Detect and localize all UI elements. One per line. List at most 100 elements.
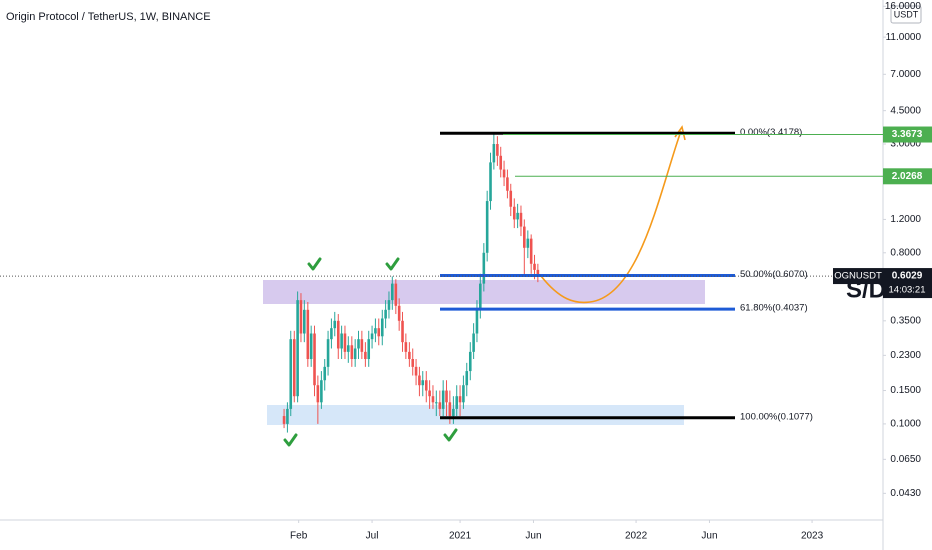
y-tick-label: 0.0430	[890, 488, 921, 499]
candle-body	[492, 144, 496, 163]
candle-body	[397, 305, 401, 321]
check-mark	[307, 257, 322, 271]
candle-body	[489, 162, 492, 202]
currency: USDT	[894, 9, 919, 19]
candle-body	[529, 238, 533, 264]
candle-body	[418, 375, 421, 386]
candle-body	[306, 309, 310, 360]
y-tick-label: 0.3500	[890, 315, 921, 326]
y-tick-label: 4.5000	[890, 105, 921, 116]
candle-body	[350, 345, 354, 360]
candle-body	[330, 328, 333, 340]
candle-body	[377, 328, 381, 337]
candle-body	[336, 320, 340, 349]
candle-body	[313, 333, 316, 386]
x-tick-label: Feb	[290, 531, 308, 542]
candle-body	[303, 309, 306, 334]
y-tick-label: 0.8000	[890, 247, 921, 258]
candle-body	[462, 385, 465, 403]
candle-body	[448, 402, 452, 417]
candle-body	[421, 380, 425, 386]
check-marks	[283, 257, 458, 447]
candle-body	[360, 339, 364, 352]
projection-curve	[540, 130, 682, 304]
chart-title: Origin Protocol / TetherUS, 1W, BINANCE	[6, 11, 211, 23]
x-tick-label: 2021	[449, 531, 472, 542]
currency-box[interactable]	[890, 5, 922, 24]
y-tick-label: 1.2000	[890, 214, 921, 225]
candle-body	[479, 283, 482, 310]
price-line-label: 2.0268	[892, 171, 923, 182]
candle-body	[438, 402, 442, 409]
candle-body	[357, 339, 360, 349]
candle-body	[509, 190, 513, 207]
candle-body	[502, 169, 506, 178]
candle-body	[408, 351, 411, 360]
candle-body	[452, 408, 455, 417]
candle-body	[380, 318, 384, 337]
symbol-label: OGNUSDT	[834, 271, 882, 282]
y-tick-label: 3.0000	[890, 139, 921, 150]
y-tick-label: 7.0000	[890, 69, 921, 80]
candle-body	[435, 402, 438, 404]
candle-body	[404, 342, 408, 352]
candle-body	[458, 396, 462, 403]
candle-body	[289, 339, 293, 409]
candle-body	[326, 339, 330, 367]
candle-body	[519, 212, 523, 227]
candle-body	[292, 339, 296, 397]
x-tick-label: Jun	[701, 531, 717, 542]
price-line-label-box	[883, 168, 932, 185]
x-tick-label: 2022	[625, 531, 648, 542]
candle-body	[512, 206, 516, 220]
fib-label: 50.00%(0.6070)	[740, 269, 808, 280]
candle-body	[499, 155, 503, 170]
price-line-label: 3.3673	[892, 129, 923, 140]
candle-body	[353, 348, 357, 360]
candle-body	[343, 333, 347, 352]
symbol-label-box	[833, 268, 883, 285]
y-tick-label: 0.2300	[890, 350, 921, 361]
y-tick-label: 16.0000	[885, 1, 922, 12]
current-price-label: 0.6029	[892, 271, 923, 282]
x-tick-label: Jul	[366, 531, 379, 542]
check-mark	[283, 433, 298, 447]
candle-body	[384, 309, 387, 319]
candle-body	[431, 396, 435, 403]
fib-label: 100.00%(0.1077)	[740, 411, 813, 422]
candle-body	[414, 366, 418, 376]
candle-body	[468, 351, 472, 372]
candle-body	[526, 238, 530, 248]
candle-body	[367, 339, 371, 360]
price-line-label-box	[883, 126, 932, 143]
candle-body	[428, 390, 431, 397]
candle-body	[391, 283, 394, 301]
candle-body	[506, 177, 509, 191]
y-tick-label: 0.1000	[890, 419, 921, 430]
candle-body	[472, 333, 475, 352]
candle-body	[299, 300, 303, 334]
candle-body	[441, 390, 445, 409]
candle-body	[536, 269, 540, 277]
candle-body	[401, 320, 404, 343]
candle-body	[370, 333, 374, 340]
candle-body	[333, 320, 337, 329]
candle-body	[340, 333, 343, 349]
x-tick-label: Jun	[525, 531, 541, 542]
candle-body	[424, 380, 428, 391]
candle-body	[364, 351, 367, 360]
y-tick-label: 0.0650	[890, 454, 921, 465]
candle-body	[516, 212, 519, 220]
candle-body	[475, 309, 479, 334]
check-mark	[443, 428, 458, 442]
candle-body	[320, 380, 323, 403]
candle-body	[296, 300, 299, 397]
candle-body	[286, 408, 289, 424]
candle-body	[411, 359, 415, 367]
current-price-box	[883, 268, 932, 299]
candle-body	[465, 371, 469, 386]
candle-body	[455, 396, 459, 409]
candle-body	[394, 283, 398, 306]
candles	[282, 133, 540, 433]
